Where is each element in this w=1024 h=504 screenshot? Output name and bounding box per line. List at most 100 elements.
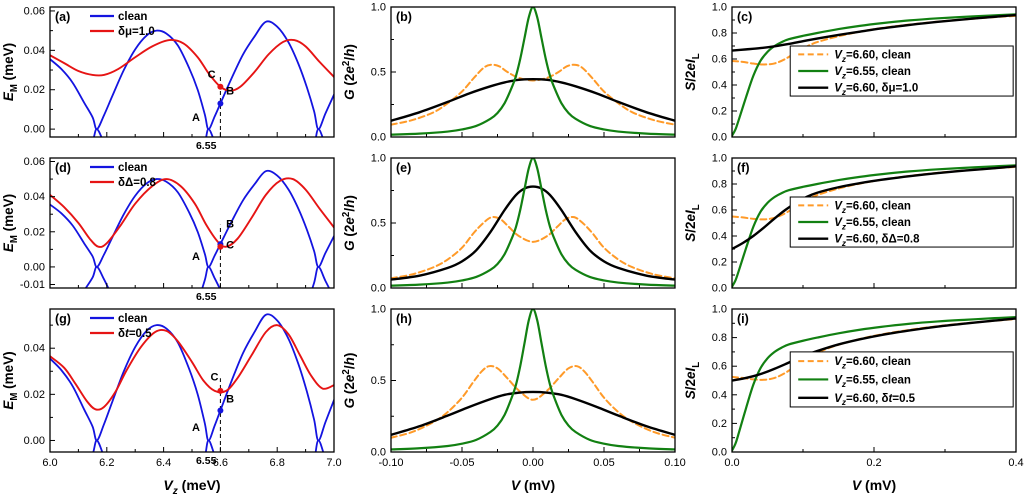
- x-axis-title: Vz (meV): [163, 477, 220, 497]
- y-tick-label: 0.4: [712, 389, 727, 401]
- axis-ticks: [731, 6, 1017, 138]
- series-clean-mirror: [93, 128, 324, 137]
- legend-label: Vz=6.55, clean: [834, 66, 911, 80]
- y-axis-title: S/2eIL: [683, 204, 702, 242]
- y-tick-label: 0.04: [24, 45, 45, 57]
- y-tick-label: 0.02: [24, 389, 45, 401]
- x-tick-label: 6.8: [270, 457, 285, 469]
- special-x-tick-label: 6.55: [196, 291, 217, 303]
- y-axis-title: EM (meV): [1, 194, 20, 252]
- legend-label: Vz=6.55, clean: [834, 217, 911, 231]
- x-tick-label: 6.6: [213, 457, 228, 469]
- y-tick-label: 0.00: [24, 435, 45, 447]
- axis-ticks: [49, 10, 335, 137]
- annotation-B: B: [226, 86, 234, 98]
- x-tick-label: 0.4: [1008, 457, 1023, 469]
- y-tick-label: 0.6: [712, 54, 727, 66]
- x-tick-label: 0.00: [522, 457, 543, 469]
- y-tick-label: 0.0: [712, 132, 727, 144]
- legend-label: δt=0.5: [118, 328, 152, 340]
- annotation-C: C: [226, 239, 234, 251]
- legend-label: Vz=6.60, clean: [834, 356, 911, 370]
- axis-ticks: [731, 157, 1017, 289]
- x-tick-label: 0.10: [664, 457, 685, 469]
- y-tick-label: 0.0: [371, 447, 386, 459]
- y-axis-title: S/2eIL: [683, 362, 702, 400]
- panel-g: 0.00 0.02 0.04 6.0 6.2 6.4 6.6 6.8 7.0 6.55 EM (me…: [1, 308, 342, 497]
- legend-label: Vz=6.60, clean: [834, 200, 911, 214]
- x-tick-label: 0.0: [724, 457, 739, 469]
- x-tick-label: 0.05: [593, 457, 614, 469]
- panel-letter: (h): [396, 312, 412, 326]
- y-tick-label: 0.5: [371, 67, 386, 79]
- y-axis-title: G (2e2/h): [341, 195, 357, 251]
- y-tick-label: 0.8: [712, 332, 727, 344]
- y-tick-label: 0.5: [371, 218, 386, 230]
- y-tick-label: 0.04: [24, 343, 45, 355]
- y-tick-label: 0.8: [712, 28, 727, 40]
- y-tick-label: 0.8: [712, 179, 727, 191]
- series-Vz6.55-clean: [732, 164, 1016, 288]
- y-tick-label: 0.06: [24, 156, 45, 168]
- y-tick-label: 0.00: [24, 124, 45, 136]
- series-Vz6.55-clean: [391, 309, 675, 451]
- point-marker: [217, 100, 224, 107]
- series-delta-t-0.5: [50, 324, 334, 411]
- x-axis-title: V (mV): [511, 477, 555, 493]
- panel-letter: (c): [737, 10, 752, 24]
- y-tick-label: 0.0: [371, 132, 386, 144]
- axis-ticks: [49, 324, 335, 452]
- legend-label: clean: [118, 11, 147, 23]
- y-tick-label: 0.0: [371, 283, 386, 295]
- legend-label: Vz=6.60, δΔ=0.8: [834, 234, 920, 248]
- panel-b: 0.0 0.5 1.0 G (2e2/h) (b): [341, 2, 676, 144]
- x-tick-label: -0.05: [449, 457, 474, 469]
- y-tick-label: 1.0: [712, 2, 727, 14]
- legend-box: Vz=6.60, clean Vz=6.55, clean Vz=6.60, δt=…: [789, 351, 1014, 408]
- y-tick-label: 0.0: [712, 283, 727, 295]
- y-tick-label: 1.0: [371, 153, 386, 165]
- series-Vz6.60-clean: [391, 215, 675, 280]
- series-clean-mirror: [92, 439, 325, 452]
- annotation-C: C: [210, 372, 218, 384]
- legend-label: clean: [118, 313, 147, 325]
- series-Vz6.60-dt: [732, 317, 1016, 382]
- point-marker: [217, 83, 224, 90]
- special-x-tick-label: 6.55: [196, 140, 217, 152]
- legend-label: Vz=6.60, δμ=1.0: [834, 83, 918, 97]
- y-axis-title: EM (meV): [1, 351, 20, 409]
- panel-h: 0.0 0.5 1.0 -0.10 -0.05 0.00 0.05 0.10 G (2e2/h)…: [341, 304, 686, 494]
- annotation-B: B: [226, 393, 234, 405]
- y-tick-label: 0.6: [712, 205, 727, 217]
- panel-letter: (e): [396, 161, 411, 175]
- axis-ticks: [390, 6, 676, 138]
- x-axis-title: V (mV): [852, 477, 896, 493]
- panel-d: -0.01 0.00 0.02 0.04 0.06 6.55 EM (meV) (d) clea…: [1, 156, 335, 303]
- legend-label: Vz=6.60, clean: [834, 49, 911, 63]
- legend-box: Vz=6.60, clean Vz=6.55, clean Vz=6.60, δμ=…: [789, 45, 1014, 97]
- panel-e: 0.0 0.5 1.0 G (2e2/h) (e): [341, 153, 676, 295]
- plot-frame: [390, 6, 676, 138]
- y-tick-label: 0.2: [712, 106, 727, 118]
- y-tick-label: 0.0: [712, 447, 727, 459]
- panel-letter: (b): [396, 10, 412, 24]
- axis-ticks: [49, 161, 335, 288]
- series-Vz6.55-clean: [732, 13, 1016, 137]
- y-tick-label: 0.2: [712, 257, 727, 269]
- series-Vz6.55-clean: [391, 7, 675, 136]
- annotation-B: B: [226, 218, 234, 230]
- axis-ticks: [390, 157, 676, 289]
- panel-letter: (d): [55, 161, 71, 175]
- annotation-C: C: [208, 69, 216, 81]
- panel-a: 0.00 0.02 0.04 0.06 6.55 EM (meV) (a) clean δμ=1…: [1, 5, 335, 152]
- y-tick-label: 1.0: [371, 304, 386, 316]
- y-tick-label: 0.2: [712, 418, 727, 430]
- x-tick-label: 6.0: [42, 457, 57, 469]
- y-tick-label: 0.00: [24, 261, 45, 273]
- legend-box: Vz=6.60, clean Vz=6.55, clean Vz=6.60, δΔ=…: [789, 196, 1014, 248]
- series-delta-mu-1.0: [50, 38, 334, 92]
- y-tick-label: 0.06: [24, 5, 45, 17]
- panel-letter: (a): [55, 10, 70, 24]
